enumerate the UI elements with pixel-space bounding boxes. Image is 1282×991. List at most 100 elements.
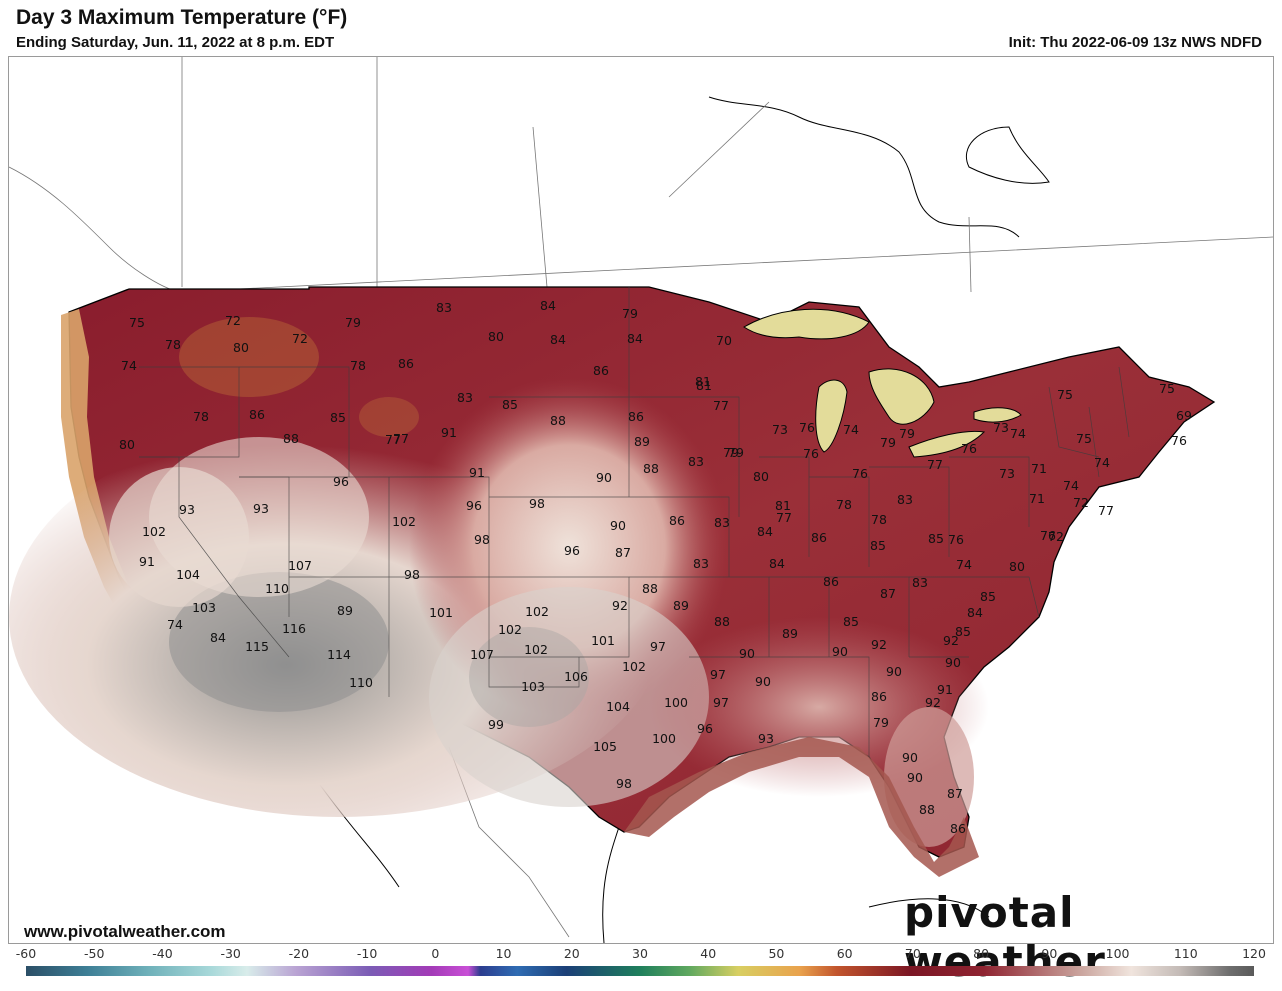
temperature-label: 91	[469, 465, 485, 480]
temperature-label: 80	[753, 469, 769, 484]
temperature-label: 83	[912, 575, 928, 590]
temperature-label: 114	[327, 647, 351, 662]
temperature-label: 91	[937, 682, 953, 697]
scale-tick-label: -20	[288, 946, 310, 961]
temperature-label: 104	[606, 699, 630, 714]
temperature-label: 102	[498, 622, 522, 637]
temperature-label: 84	[967, 605, 983, 620]
scale-tick-label: -50	[84, 946, 105, 961]
map-frame: 75 72 72 79 83 84 79 78 80 80 84 84 74 78 86 86 81 70 78 86…	[8, 56, 1274, 944]
temperature-label: 84	[769, 556, 785, 571]
temperature-label: 86	[628, 409, 644, 424]
temperature-label: 76	[852, 466, 868, 481]
temperature-label: 79	[873, 715, 889, 730]
temperature-label: 79	[880, 435, 896, 450]
temperature-label: 96	[466, 498, 482, 513]
temperature-label: 71	[1031, 461, 1047, 476]
temperature-label: 79	[899, 426, 915, 441]
temperature-label: 74	[167, 617, 183, 632]
temperature-label: 83	[714, 515, 730, 530]
temperature-label: 86	[871, 689, 887, 704]
scale-tick-label: 70	[904, 946, 921, 961]
pivotal-weather-logo: pivotal weather	[904, 888, 1106, 986]
temperature-label: 99	[488, 717, 504, 732]
temperature-label: 76	[799, 420, 815, 435]
temperature-label: 96	[564, 543, 580, 558]
temperature-label: 89	[634, 434, 650, 449]
temperature-label: 84	[550, 332, 566, 347]
scale-tick-label: -40	[152, 946, 173, 961]
temperature-label: 110	[265, 581, 289, 596]
temperature-label: 74	[121, 358, 137, 373]
temperature-label: 84	[757, 524, 773, 539]
gulf-coast-band	[624, 737, 979, 877]
temperature-label: 90	[755, 674, 771, 689]
temperature-label: 80	[488, 329, 504, 344]
temperature-label: 83	[693, 556, 709, 571]
temperature-label: 85	[955, 624, 971, 639]
temperature-label: 85	[870, 538, 886, 553]
scale-tick-label: -60	[15, 946, 37, 961]
temperature-label: 72	[292, 331, 308, 346]
temperature-label: 76	[961, 441, 977, 456]
temperature-label: 101	[429, 605, 453, 620]
temperature-label: 78	[836, 497, 852, 512]
temperature-label: 85	[928, 531, 944, 546]
temperature-label: 102	[525, 604, 549, 619]
temperature-label: 90	[945, 655, 961, 670]
temperature-label: 102	[524, 642, 548, 657]
great-lakes	[743, 308, 1022, 458]
temperature-label: 104	[176, 567, 200, 582]
temperature-label: 85	[502, 397, 518, 412]
temperature-label: 83	[897, 492, 913, 507]
temperature-label: 102	[392, 514, 416, 529]
temperature-label: 77	[927, 457, 943, 472]
temperature-label: 89	[673, 598, 689, 613]
scale-tick-label: 60	[836, 946, 853, 961]
temperature-map: 75 72 72 79 83 84 79 78 80 80 84 84 74 78 86 86 81 70 78 86…	[9, 57, 1273, 943]
scale-tick-label: 10	[495, 946, 512, 961]
temperature-label: 74	[1063, 478, 1079, 493]
temperature-label: 86	[823, 574, 839, 589]
temperature-label: 79	[622, 306, 638, 321]
state-borders	[139, 287, 1130, 757]
temperature-label: 88	[643, 461, 659, 476]
temperature-label: 88	[283, 431, 299, 446]
temperature-label: 74	[1010, 426, 1026, 441]
temperature-label: 96	[333, 474, 349, 489]
scale-tick-label: 30	[632, 946, 648, 961]
lake-michigan	[815, 379, 848, 453]
temperature-label: 76	[1040, 528, 1056, 543]
temperature-label: 87	[880, 586, 896, 601]
scale-tick-label: 20	[563, 946, 580, 961]
temperature-label: 92	[943, 633, 959, 648]
temperature-label: 77	[1098, 503, 1114, 518]
temperature-label: 76	[803, 446, 819, 461]
temperature-label: 103	[521, 679, 545, 694]
temperature-label: 91	[139, 554, 155, 569]
lake-huron	[868, 368, 935, 425]
temperature-label: 89	[337, 603, 353, 618]
temperature-label: 84	[540, 298, 556, 313]
temperature-label: 90	[610, 518, 626, 533]
temperature-label: 85	[330, 410, 346, 425]
scale-tick-label: -10	[356, 946, 378, 961]
model-init-time: Init: Thu 2022-06-09 13z NWS NDFD	[1008, 34, 1262, 51]
temperature-label: 106	[564, 669, 588, 684]
temperature-label: 92	[871, 637, 887, 652]
temperature-label: 84	[210, 630, 226, 645]
color-scale-bar	[26, 966, 1254, 976]
temperature-label: 116	[282, 621, 306, 636]
temperature-label: 77	[713, 398, 729, 413]
temperature-label: 97	[650, 639, 666, 654]
temperature-label: 107	[288, 558, 312, 573]
temperature-label: 80	[119, 437, 135, 452]
temperature-label: 97	[710, 667, 726, 682]
temperature-label: 77	[393, 431, 409, 446]
lake-ontario	[973, 407, 1022, 423]
temperature-label: 86	[398, 356, 414, 371]
temperature-label: 87	[615, 545, 631, 560]
temperature-label: 78	[350, 358, 366, 373]
map-valid-time: Ending Saturday, Jun. 11, 2022 at 8 p.m.…	[16, 34, 335, 51]
temperature-label: 69	[1176, 408, 1192, 423]
